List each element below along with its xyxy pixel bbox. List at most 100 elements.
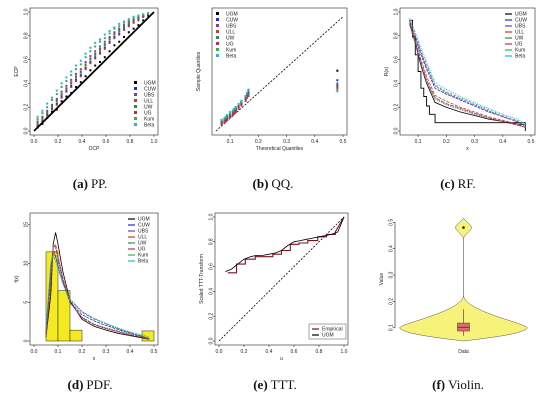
pp-point [99, 49, 101, 52]
pp-point [132, 18, 135, 21]
qq-point [229, 110, 232, 113]
pp-point [51, 106, 53, 109]
qq-point [231, 109, 234, 112]
legend-label: Beta [515, 54, 526, 60]
pp-point [94, 64, 97, 67]
pp-point [65, 90, 68, 93]
pp-point [51, 108, 53, 111]
pp-point [147, 13, 149, 16]
pp-point [55, 89, 58, 92]
legend-label: UBS [138, 229, 149, 235]
legend-swatch [216, 42, 219, 45]
pp-point [89, 55, 92, 58]
pp-point [132, 20, 135, 23]
y-axis-label: ECP [14, 66, 20, 77]
qq-point [234, 109, 237, 112]
qq-point [240, 101, 243, 104]
caption-qq: (b) QQ. [253, 176, 294, 191]
x-tick-label: 0.2 [55, 139, 62, 145]
pp-point [79, 71, 82, 74]
qq-point [246, 93, 249, 96]
x-tick-label: 0.2 [241, 349, 248, 355]
legend-label: UG [226, 42, 234, 48]
pp-point [46, 106, 49, 109]
pp-point [41, 118, 44, 121]
pp-point [46, 102, 49, 105]
pdf-series-line [45, 249, 150, 340]
pp-point [113, 44, 116, 47]
y-tick-label: 1.0 [24, 8, 30, 15]
pp-point [113, 37, 116, 40]
pp-point [65, 87, 68, 90]
pp-point [79, 59, 82, 62]
pp-point [41, 112, 44, 115]
y-tick-label: 5 [24, 301, 30, 304]
pp-point [132, 27, 135, 30]
pp-point [41, 116, 44, 119]
rf-series-line [409, 22, 526, 128]
x-tick-label: 0.5 [340, 139, 347, 145]
pp-point [132, 19, 135, 22]
legend-label: UBS [144, 93, 155, 99]
pp-point [113, 33, 116, 36]
pp-point [89, 60, 92, 63]
qq-point [247, 91, 250, 94]
y-tick-label: 0.2 [389, 298, 395, 305]
pp-point [75, 76, 77, 79]
pp-point [89, 58, 92, 61]
pp-point [55, 100, 58, 103]
y-tick-label: 0.8 [24, 32, 30, 39]
panel-pdf: 0.0 0.1 0.2 0.3 0.4 0.5 0 5 10 15 x f(x) UGMCUWUBSUL… [14, 212, 159, 362]
pp-point [108, 32, 111, 35]
pp-point [55, 93, 58, 96]
qq-point [234, 110, 237, 113]
legend-label: Beta [226, 54, 237, 60]
legend-label: CUW [144, 87, 156, 93]
qq-point [240, 103, 243, 106]
pp-point [127, 24, 130, 27]
pp-point [55, 102, 58, 105]
legend-label: CUW [515, 18, 527, 24]
qq-point [231, 112, 234, 115]
pp-point [70, 70, 73, 73]
caption-pp: (a) PP. [73, 176, 107, 191]
pp-point [75, 64, 77, 67]
qq-point [229, 115, 232, 118]
x-tick-label: 0.3 [283, 139, 290, 145]
y-axis-label: R(x) [384, 66, 390, 76]
pp-point [75, 68, 77, 71]
qq-point [247, 93, 250, 96]
ttt-series-line [227, 216, 345, 274]
pp-point [137, 19, 140, 22]
legend-swatch [216, 36, 219, 39]
qq-point [244, 95, 247, 98]
caption-ttt: (e) TTT. [253, 377, 297, 392]
qq-point [246, 91, 249, 94]
qq-point [224, 120, 227, 123]
legend-label: CUW [138, 223, 150, 229]
legend-label: ULL [138, 235, 147, 241]
pp-point [123, 26, 125, 29]
qq-point [226, 117, 229, 120]
pp-point [51, 99, 53, 102]
pp-point [84, 52, 87, 55]
pp-point [84, 56, 87, 59]
y-tick-label: 0.8 [394, 32, 400, 39]
qq-point [237, 103, 240, 106]
pp-point [75, 80, 77, 83]
pp-point [65, 76, 68, 79]
pp-point [99, 45, 101, 48]
qq-point [233, 109, 236, 112]
pp-point [60, 94, 63, 97]
legend-label: Kum [226, 48, 236, 54]
pp-point [65, 80, 68, 83]
pp-point [89, 62, 92, 65]
x-tick-label: 0.0 [31, 349, 38, 355]
pp-point [127, 19, 130, 22]
pp-point [79, 74, 82, 77]
legend-swatch [134, 111, 137, 114]
pp-point [79, 75, 82, 78]
x-tick-label: 0.4 [127, 349, 134, 355]
pp-point [46, 110, 49, 113]
plot-frame [214, 212, 349, 346]
